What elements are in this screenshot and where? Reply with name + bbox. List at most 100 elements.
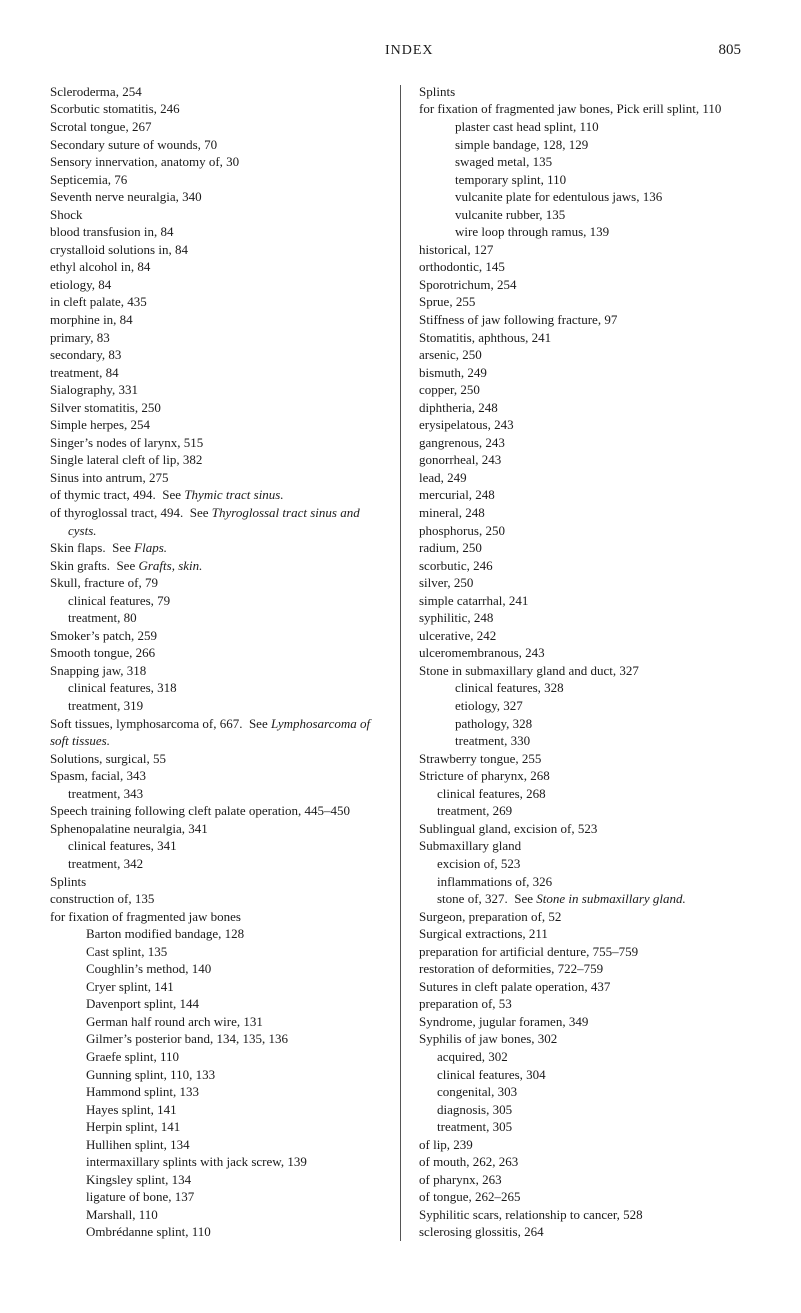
index-entry: vulcanite plate for edentulous jaws, 136 — [419, 188, 751, 206]
index-entry: Scorbutic stomatitis, 246 — [50, 100, 382, 118]
index-entry: wire loop through ramus, 139 — [419, 223, 751, 241]
index-entry: Scleroderma, 254 — [50, 83, 382, 101]
right-column: Splintsfor fixation of fragmented jaw bo… — [419, 83, 751, 1241]
index-entry: clinical features, 318 — [50, 679, 382, 697]
index-entry: Solutions, surgical, 55 — [50, 750, 382, 768]
index-entry: Sporotrichum, 254 — [419, 276, 751, 294]
index-entry: Hullihen splint, 134 — [50, 1136, 382, 1154]
index-entry: etiology, 84 — [50, 276, 382, 294]
index-entry: clinical features, 304 — [419, 1066, 751, 1084]
index-entry: clinical features, 79 — [50, 592, 382, 610]
index-entry: Strawberry tongue, 255 — [419, 750, 751, 768]
index-entry: Sutures in cleft palate operation, 437 — [419, 978, 751, 996]
index-entry: primary, 83 — [50, 329, 382, 347]
index-entry: mercurial, 248 — [419, 486, 751, 504]
index-entry: Sialography, 331 — [50, 381, 382, 399]
index-entry: Simple herpes, 254 — [50, 416, 382, 434]
index-entry: Single lateral cleft of lip, 382 — [50, 451, 382, 469]
index-entry: Stomatitis, aphthous, 241 — [419, 329, 751, 347]
index-entry: scorbutic, 246 — [419, 557, 751, 575]
index-entry: Gilmer’s posterior band, 134, 135, 136 — [50, 1030, 382, 1048]
index-entry: congenital, 303 — [419, 1083, 751, 1101]
index-entry: of thymic tract, 494. See Thymic tract s… — [50, 486, 382, 504]
index-entry: Snapping jaw, 318 — [50, 662, 382, 680]
index-entry: Splints — [50, 873, 382, 891]
index-entry: of thyroglossal tract, 494. See Thyro­gl… — [50, 504, 382, 539]
index-entry: for fixation of fragmented jaw bones, Pi… — [419, 100, 751, 118]
index-entry: treatment, 84 — [50, 364, 382, 382]
index-entry: orthodontic, 145 — [419, 258, 751, 276]
index-title: INDEX — [100, 42, 719, 61]
index-entry: treatment, 342 — [50, 855, 382, 873]
index-entry: construction of, 135 — [50, 890, 382, 908]
index-entry: in cleft palate, 435 — [50, 293, 382, 311]
index-entry: Coughlin’s method, 140 — [50, 960, 382, 978]
index-entry: of tongue, 262–265 — [419, 1188, 751, 1206]
index-entry: Herpin splint, 141 — [50, 1118, 382, 1136]
index-entry: Singer’s nodes of larynx, 515 — [50, 434, 382, 452]
index-entry: Kingsley splint, 134 — [50, 1171, 382, 1189]
index-entry: Speech training following cleft palate o… — [50, 802, 382, 820]
index-entry: Gunning splint, 110, 133 — [50, 1066, 382, 1084]
index-entry: temporary splint, 110 — [419, 171, 751, 189]
index-entry: Stricture of pharynx, 268 — [419, 767, 751, 785]
index-entry: sclerosing glossitis, 264 — [419, 1223, 751, 1241]
index-entry: clinical features, 341 — [50, 837, 382, 855]
index-entry: Smoker’s patch, 259 — [50, 627, 382, 645]
index-entry: morphine in, 84 — [50, 311, 382, 329]
index-entry: Splints — [419, 83, 751, 101]
index-entry: Smooth tongue, 266 — [50, 644, 382, 662]
index-entry: stone of, 327. See Stone in submaxillary… — [419, 890, 751, 908]
index-entry: gangrenous, 243 — [419, 434, 751, 452]
index-entry: simple bandage, 128, 129 — [419, 136, 751, 154]
index-entry: ulceromembranous, 243 — [419, 644, 751, 662]
index-entry: Surgical extractions, 211 — [419, 925, 751, 943]
index-entry: intermaxillary splints with jack screw, … — [50, 1153, 382, 1171]
index-entry: etiology, 327 — [419, 697, 751, 715]
index-entry: radium, 250 — [419, 539, 751, 557]
index-entry: treatment, 269 — [419, 802, 751, 820]
index-entry: secondary, 83 — [50, 346, 382, 364]
index-entry: Barton modified bandage, 128 — [50, 925, 382, 943]
index-entry: crystalloid solutions in, 84 — [50, 241, 382, 259]
index-entry: Hayes splint, 141 — [50, 1101, 382, 1119]
index-entry: clinical features, 268 — [419, 785, 751, 803]
index-entry: acquired, 302 — [419, 1048, 751, 1066]
index-entry: Skull, fracture of, 79 — [50, 574, 382, 592]
index-entry: Skin flaps. See Flaps. — [50, 539, 382, 557]
index-entry: diphtheria, 248 — [419, 399, 751, 417]
column-divider — [400, 85, 401, 1241]
index-entry: plaster cast head splint, 110 — [419, 118, 751, 136]
index-entry: Cryer splint, 141 — [50, 978, 382, 996]
index-entry: lead, 249 — [419, 469, 751, 487]
index-entry: Surgeon, preparation of, 52 — [419, 908, 751, 926]
index-entry: restoration of deformities, 722–759 — [419, 960, 751, 978]
index-entry: Soft tissues, lymphosarcoma of, 667. See… — [50, 715, 382, 750]
index-columns: Scleroderma, 254Scorbutic stomatitis, 24… — [50, 83, 751, 1241]
index-entry: gonorrheal, 243 — [419, 451, 751, 469]
index-entry: vulcanite rubber, 135 — [419, 206, 751, 224]
index-entry: historical, 127 — [419, 241, 751, 259]
index-entry: syphilitic, 248 — [419, 609, 751, 627]
index-entry: Syphilis of jaw bones, 302 — [419, 1030, 751, 1048]
index-entry: mineral, 248 — [419, 504, 751, 522]
index-entry: Silver stomatitis, 250 — [50, 399, 382, 417]
index-entry: Sinus into antrum, 275 — [50, 469, 382, 487]
index-entry: Seventh nerve neuralgia, 340 — [50, 188, 382, 206]
index-entry: treatment, 343 — [50, 785, 382, 803]
left-column: Scleroderma, 254Scorbutic stomatitis, 24… — [50, 83, 382, 1241]
index-entry: preparation of, 53 — [419, 995, 751, 1013]
page-header: INDEX 805 — [50, 40, 751, 61]
index-entry: Syndrome, jugular foramen, 349 — [419, 1013, 751, 1031]
index-entry: Septicemia, 76 — [50, 171, 382, 189]
index-entry: Ombrédanne splint, 110 — [50, 1223, 382, 1241]
index-entry: Sprue, 255 — [419, 293, 751, 311]
index-entry: arsenic, 250 — [419, 346, 751, 364]
index-entry: Marshall, 110 — [50, 1206, 382, 1224]
index-entry: preparation for artificial denture, 755–… — [419, 943, 751, 961]
index-entry: phosphorus, 250 — [419, 522, 751, 540]
index-entry: Submaxillary gland — [419, 837, 751, 855]
index-entry: blood transfusion in, 84 — [50, 223, 382, 241]
index-entry: erysipelatous, 243 — [419, 416, 751, 434]
index-entry: bismuth, 249 — [419, 364, 751, 382]
